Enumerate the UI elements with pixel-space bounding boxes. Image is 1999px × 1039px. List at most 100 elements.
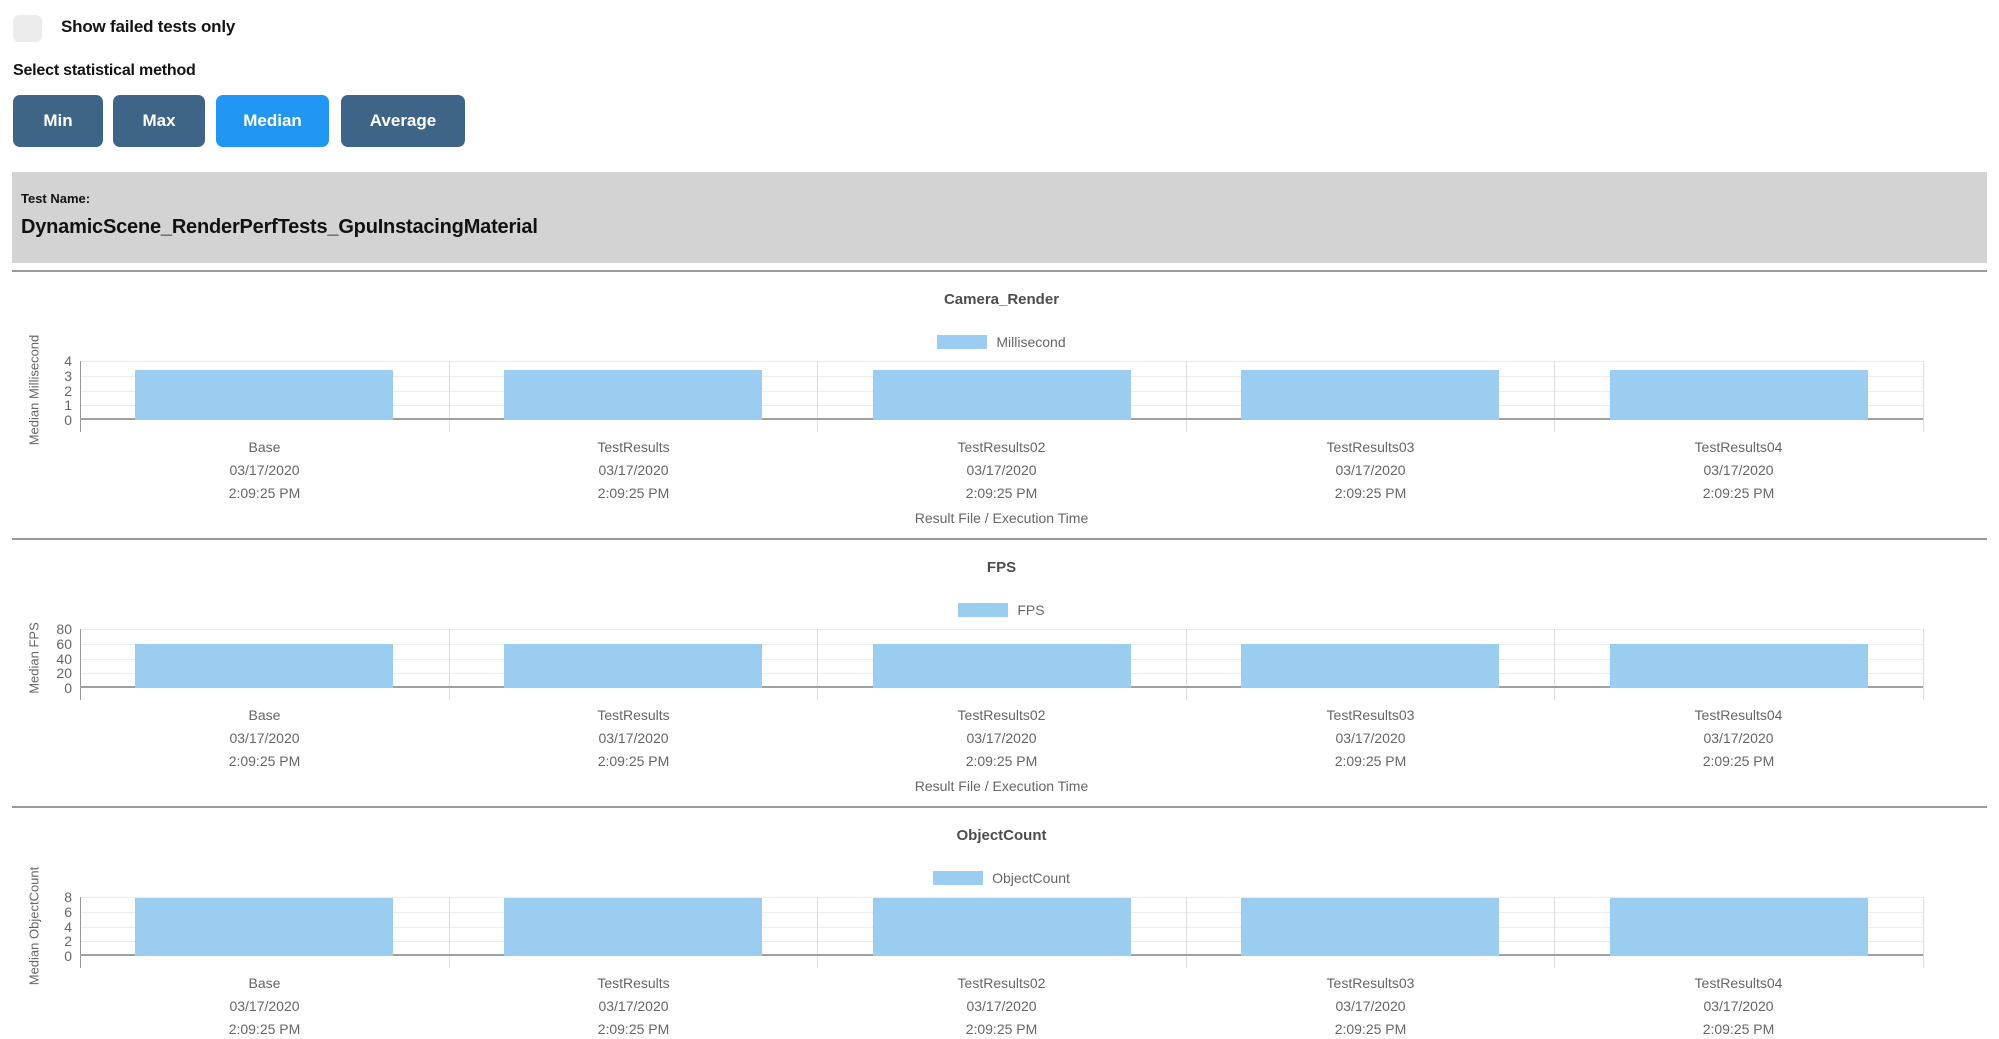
x-category-label: TestResults03 03/17/2020 2:09:25 PM	[1186, 972, 1555, 1039]
result-file-name: Base	[248, 439, 281, 455]
result-file-name: TestResults02	[957, 439, 1046, 455]
bar-testresults03	[1241, 644, 1499, 688]
result-file-name: TestResults04	[1694, 439, 1783, 455]
result-file-date: 03/17/2020	[1335, 730, 1406, 746]
result-file-name: TestResults	[597, 975, 670, 991]
method-button-max[interactable]: Max	[113, 95, 205, 147]
result-file-time: 2:09:25 PM	[965, 485, 1038, 501]
gridline-vertical	[1923, 897, 1924, 968]
y-tick-label: 1	[64, 397, 72, 414]
result-file-time: 2:09:25 PM	[1334, 485, 1407, 501]
gridline-vertical	[1554, 629, 1555, 700]
legend-label: Millisecond	[996, 334, 1066, 350]
legend-label: ObjectCount	[992, 870, 1070, 886]
y-axis-line	[80, 897, 81, 968]
bar-testresults04	[1610, 898, 1868, 956]
legend-swatch-icon	[933, 871, 984, 885]
result-file-date: 03/17/2020	[1703, 730, 1774, 746]
x-category-label: TestResults 03/17/2020 2:09:25 PM	[449, 704, 818, 773]
chart-title-objectcount: ObjectCount	[956, 827, 1047, 844]
gridline-vertical	[449, 897, 450, 968]
x-category-label: Base 03/17/2020 2:09:25 PM	[80, 436, 449, 505]
gridline-vertical	[817, 361, 818, 432]
gridline-vertical	[449, 629, 450, 700]
method-button-min[interactable]: Min	[13, 95, 103, 147]
result-file-name: TestResults02	[957, 707, 1046, 723]
gridline-vertical	[1923, 361, 1924, 432]
result-file-name: TestResults02	[957, 975, 1046, 991]
test-name-value: DynamicScene_RenderPerfTests_GpuInstacin…	[21, 216, 538, 238]
result-file-date: 03/17/2020	[229, 730, 300, 746]
result-file-date: 03/17/2020	[966, 730, 1037, 746]
gridline-vertical	[449, 361, 450, 432]
result-file-time: 2:09:25 PM	[1702, 485, 1775, 501]
x-category-label: TestResults 03/17/2020 2:09:25 PM	[449, 436, 818, 505]
y-tick-label: 4	[64, 353, 72, 369]
show-failed-tests-label: Show failed tests only	[61, 17, 236, 36]
gridline-vertical	[817, 629, 818, 700]
result-file-time: 2:09:25 PM	[597, 1021, 670, 1037]
result-file-name: TestResults03	[1326, 439, 1415, 455]
result-file-name: TestResults03	[1326, 975, 1415, 991]
show-failed-tests-checkbox[interactable]	[13, 15, 42, 42]
bar-testresults02	[873, 370, 1131, 420]
result-file-date: 03/17/2020	[598, 998, 669, 1014]
gridline-horizontal	[80, 629, 1923, 630]
x-category-label: Base 03/17/2020 2:09:25 PM	[80, 704, 449, 773]
result-file-date: 03/17/2020	[966, 462, 1037, 478]
result-file-name: TestResults	[597, 707, 670, 723]
result-file-name: Base	[248, 975, 281, 991]
bar-testresults	[504, 370, 762, 420]
method-button-average[interactable]: Average	[341, 95, 465, 147]
x-category-label: TestResults03 03/17/2020 2:09:25 PM	[1186, 704, 1555, 773]
result-file-date: 03/17/2020	[1335, 462, 1406, 478]
test-name-label: Test Name:	[21, 191, 91, 206]
select-statistical-method-label: Select statistical method	[13, 62, 196, 79]
y-tick-label: 2	[64, 382, 72, 399]
y-tick-label: 0	[64, 680, 72, 696]
y-tick-label: 20	[56, 665, 72, 682]
bar-testresults	[504, 898, 762, 956]
result-file-time: 2:09:25 PM	[1334, 1021, 1407, 1037]
y-axis-line	[80, 629, 81, 700]
bar-testresults03	[1241, 898, 1499, 956]
method-button-median[interactable]: Median	[216, 95, 329, 147]
plot-area-objectcount	[80, 897, 1924, 968]
chart-legend-fps[interactable]: FPS	[80, 602, 1923, 618]
gridline-horizontal	[80, 897, 1923, 898]
gridline-vertical	[1554, 361, 1555, 432]
result-file-name: TestResults03	[1326, 707, 1415, 723]
bar-base	[135, 898, 393, 956]
result-file-time: 2:09:25 PM	[1334, 753, 1407, 769]
result-file-date: 03/17/2020	[598, 462, 669, 478]
test-name-header: Test Name: DynamicScene_RenderPerfTests_…	[12, 172, 1987, 263]
result-file-name: TestResults	[597, 439, 670, 455]
chart-legend-camera-render[interactable]: Millisecond	[80, 334, 1923, 350]
result-file-date: 03/17/2020	[229, 998, 300, 1014]
y-axis-line	[80, 361, 81, 432]
x-axis-title: Result File / Execution Time	[914, 778, 1089, 794]
section-divider	[12, 270, 1987, 272]
x-category-label: TestResults02 03/17/2020 2:09:25 PM	[817, 704, 1186, 773]
gridline-vertical	[1554, 897, 1555, 968]
result-file-date: 03/17/2020	[966, 998, 1037, 1014]
y-tick-label: 3	[64, 367, 72, 384]
bar-testresults04	[1610, 644, 1868, 688]
x-category-label: TestResults04 03/17/2020 2:09:25 PM	[1554, 972, 1923, 1039]
gridline-vertical	[1186, 897, 1187, 968]
x-category-label: TestResults 03/17/2020 2:09:25 PM	[449, 972, 818, 1039]
x-axis-title: Result File / Execution Time	[914, 510, 1089, 526]
result-file-name: Base	[248, 707, 281, 723]
result-file-date: 03/17/2020	[1703, 998, 1774, 1014]
gridline-vertical	[817, 897, 818, 968]
x-category-label: TestResults02 03/17/2020 2:09:25 PM	[817, 436, 1186, 505]
result-file-time: 2:09:25 PM	[228, 485, 301, 501]
x-category-label: TestResults04 03/17/2020 2:09:25 PM	[1554, 436, 1923, 505]
legend-swatch-icon	[958, 603, 1009, 617]
chart-legend-objectcount[interactable]: ObjectCount	[80, 870, 1923, 886]
result-file-time: 2:09:25 PM	[228, 753, 301, 769]
legend-swatch-icon	[937, 335, 988, 349]
y-tick-label: 40	[56, 650, 72, 667]
bar-testresults03	[1241, 370, 1499, 420]
